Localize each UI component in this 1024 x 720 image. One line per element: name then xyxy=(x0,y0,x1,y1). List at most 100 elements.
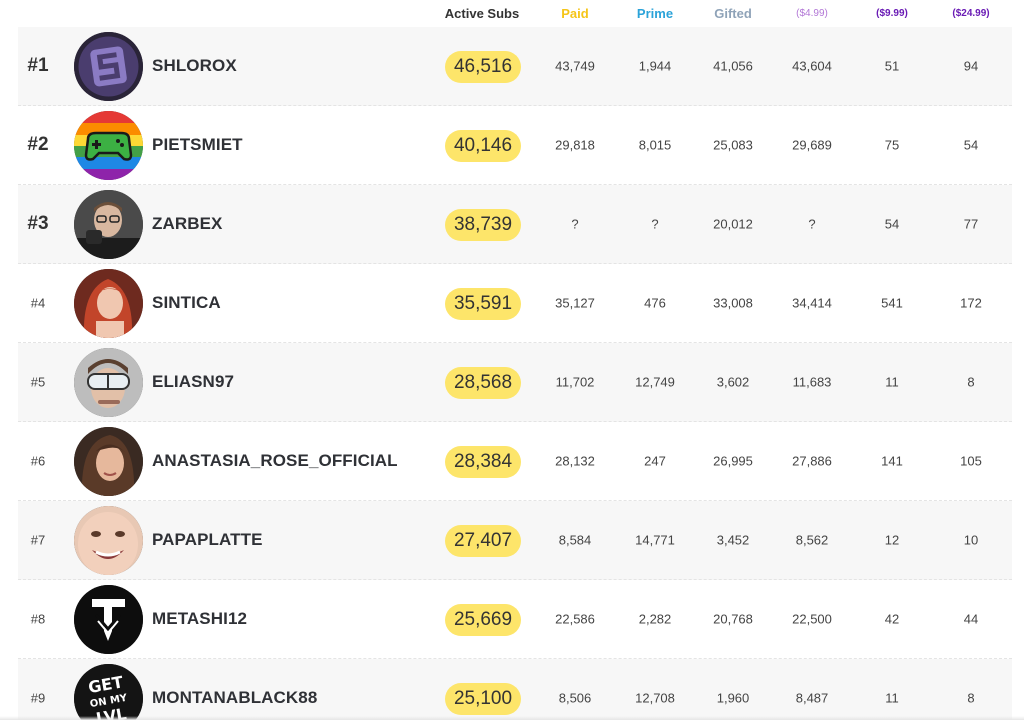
avatar[interactable] xyxy=(74,111,143,180)
tier3-value: 44 xyxy=(963,611,979,627)
gifted-value: 41,056 xyxy=(713,58,753,74)
prime-value: 1,944 xyxy=(638,58,672,74)
leaderboard-table: #1 SHLOROX 46,516 43,749 1,944 41,056 43… xyxy=(18,27,1012,720)
table-row[interactable]: #8 METASHI12 25,669 22,586 2,282 20,768 … xyxy=(18,580,1012,659)
avatar[interactable] xyxy=(74,506,143,575)
gifted-value: 20,768 xyxy=(713,611,753,627)
header-gifted[interactable]: Gifted xyxy=(714,6,752,21)
prime-value: 12,708 xyxy=(635,690,675,706)
rank: #2 xyxy=(27,134,49,155)
gifted-value: 20,012 xyxy=(713,216,753,232)
rainbow-gamepad-logo-icon xyxy=(74,111,143,180)
tier1-value: 8,487 xyxy=(795,690,829,706)
rank: #7 xyxy=(30,532,46,548)
tier2-value: 541 xyxy=(881,295,903,311)
table-header: Active Subs Paid Prime Gifted ($4.99) ($… xyxy=(0,0,1024,28)
streamer-name[interactable]: METASHI12 xyxy=(152,609,248,628)
prime-value: 12,749 xyxy=(635,374,675,390)
streamer-name[interactable]: SINTICA xyxy=(152,293,221,312)
streamer-name[interactable]: ANASTASIA_ROSE_OFFICIAL xyxy=(152,451,398,470)
active-subs-badge: 25,100 xyxy=(445,683,521,715)
header-active-subs[interactable]: Active Subs xyxy=(444,6,520,21)
avatar[interactable] xyxy=(74,348,143,417)
prime-value: 8,015 xyxy=(638,137,672,153)
avatar[interactable] xyxy=(74,427,143,496)
prime-value: 476 xyxy=(644,295,666,311)
rank: #3 xyxy=(27,213,49,234)
gifted-value: 33,008 xyxy=(713,295,753,311)
header-tier3[interactable]: ($24.99) xyxy=(952,8,990,19)
rank: #1 xyxy=(27,55,49,76)
white-emblem-logo-icon xyxy=(74,585,143,654)
rank: #5 xyxy=(30,374,46,390)
prime-value: ? xyxy=(651,216,659,232)
get-on-my-lvl-logo-icon: GET ON MY LVL xyxy=(74,664,143,720)
header-prime[interactable]: Prime xyxy=(636,6,674,21)
tier2-value: 141 xyxy=(881,453,903,469)
header-tier1[interactable]: ($4.99) xyxy=(796,8,828,19)
table-row[interactable]: #4 SINTICA 35,591 35,127 476 33,008 34,4… xyxy=(18,264,1012,343)
rank: #9 xyxy=(30,690,46,706)
avatar[interactable] xyxy=(74,32,143,101)
gifted-value: 1,960 xyxy=(716,690,750,706)
tier1-value: 34,414 xyxy=(792,295,832,311)
bottom-edge-shadow xyxy=(0,716,1024,720)
gifted-value: 3,452 xyxy=(716,532,750,548)
active-subs-badge: 28,568 xyxy=(445,367,521,399)
table-row[interactable]: #1 SHLOROX 46,516 43,749 1,944 41,056 43… xyxy=(18,27,1012,106)
tier2-value: 42 xyxy=(884,611,900,627)
tier1-value: 8,562 xyxy=(795,532,829,548)
tier1-value: 11,683 xyxy=(792,374,832,390)
table-row[interactable]: #3 ZARBEX 38,739 ? ? 20,012 ? 54 77 xyxy=(18,185,1012,264)
streamer-name[interactable]: ZARBEX xyxy=(152,214,223,233)
avatar[interactable] xyxy=(74,190,143,259)
table-row[interactable]: #6 ANASTASIA_ROSE_OFFICIAL 28,384 28,132… xyxy=(18,422,1012,501)
paid-value: 35,127 xyxy=(555,295,595,311)
tier2-value: 51 xyxy=(884,58,900,74)
tier1-value: ? xyxy=(808,216,816,232)
paid-value: 22,586 xyxy=(555,611,595,627)
active-subs-badge: 27,407 xyxy=(445,525,521,557)
paid-value: 8,506 xyxy=(558,690,592,706)
avatar[interactable] xyxy=(74,269,143,338)
streamer-name[interactable]: PIETSMIET xyxy=(152,135,243,154)
man-with-glasses-photo-icon xyxy=(74,190,143,259)
prime-value: 14,771 xyxy=(635,532,675,548)
tier1-value: 22,500 xyxy=(792,611,832,627)
gifted-value: 3,602 xyxy=(716,374,750,390)
tier3-value: 8 xyxy=(967,374,975,390)
streamer-name[interactable]: MONTANABLACK88 xyxy=(152,688,318,707)
header-paid[interactable]: Paid xyxy=(561,6,589,21)
purple-s-logo-icon xyxy=(74,32,143,101)
avatar[interactable]: GET ON MY LVL xyxy=(74,664,143,720)
tier3-value: 54 xyxy=(963,137,979,153)
tier3-value: 8 xyxy=(967,690,975,706)
table-row[interactable]: #7 PAPAPLATTE 27,407 8,584 14,771 3,452 … xyxy=(18,501,1012,580)
paid-value: ? xyxy=(571,216,579,232)
active-subs-badge: 35,591 xyxy=(445,288,521,320)
tier1-value: 43,604 xyxy=(792,58,832,74)
active-subs-badge: 25,669 xyxy=(445,604,521,636)
table-row[interactable]: #9 GET ON MY LVL MONTANABLACK88 25,100 8… xyxy=(18,659,1012,720)
tier1-value: 29,689 xyxy=(792,137,832,153)
tier2-value: 54 xyxy=(884,216,900,232)
tier3-value: 10 xyxy=(963,532,979,548)
tier3-value: 172 xyxy=(960,295,982,311)
tier2-value: 11 xyxy=(885,374,899,390)
tier2-value: 11 xyxy=(885,690,899,706)
paid-value: 8,584 xyxy=(558,532,592,548)
header-tier2[interactable]: ($9.99) xyxy=(876,8,908,19)
smiling-face-photo-icon xyxy=(74,506,143,575)
table-row[interactable]: #2 PIETSMIET 40,146 29,818 8,015 25,083 … xyxy=(18,106,1012,185)
streamer-name[interactable]: SHLOROX xyxy=(152,56,237,75)
active-subs-badge: 28,384 xyxy=(445,446,521,478)
gifted-value: 25,083 xyxy=(713,137,753,153)
streamer-name[interactable]: ELIASN97 xyxy=(152,372,235,391)
tier3-value: 105 xyxy=(960,453,982,469)
streamer-name[interactable]: PAPAPLATTE xyxy=(152,530,263,549)
active-subs-badge: 46,516 xyxy=(445,51,521,83)
tier3-value: 94 xyxy=(963,58,979,74)
prime-value: 2,282 xyxy=(638,611,672,627)
table-row[interactable]: #5 ELIASN97 28,568 11,702 12,749 3,602 1… xyxy=(18,343,1012,422)
avatar[interactable] xyxy=(74,585,143,654)
